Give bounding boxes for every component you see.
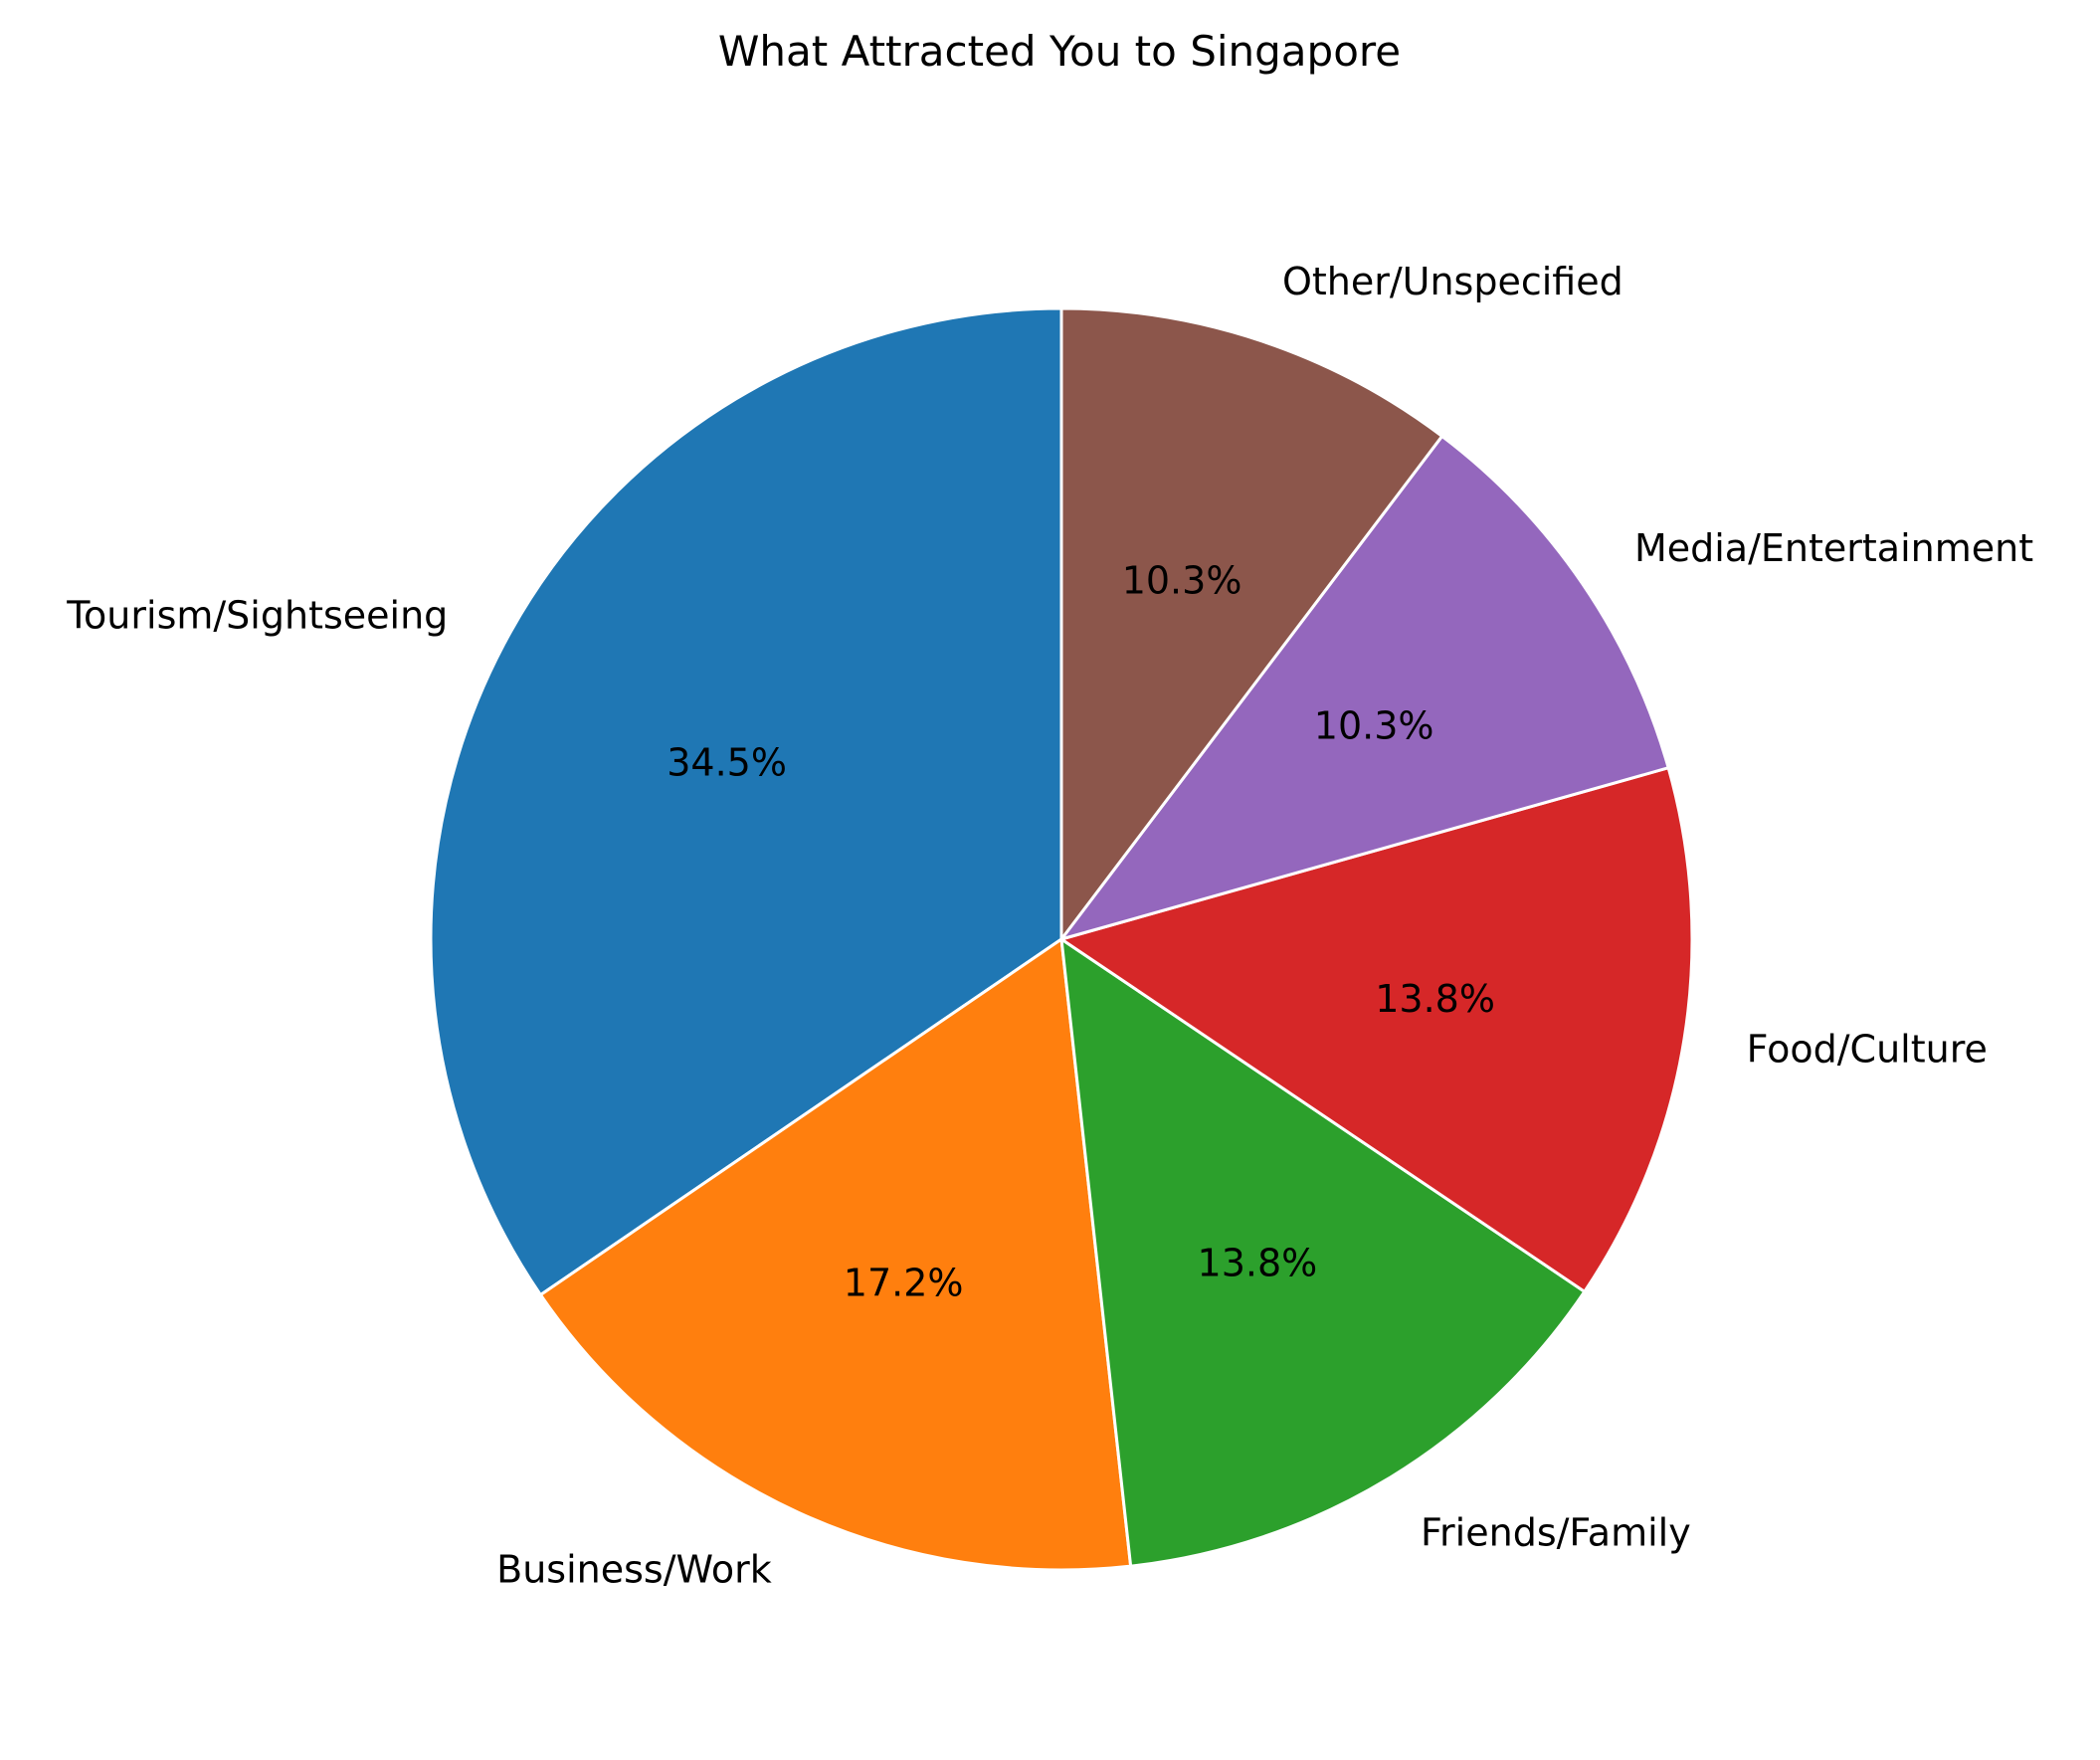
slice-label-other-unspecified: Other/Unspecified: [1282, 260, 1623, 303]
pie-slice-business-work: [538, 937, 1133, 1572]
slice-label-business-work: Business/Work: [496, 1548, 772, 1592]
slice-label-tourism-sightseeing: Tourism/Sightseeing: [66, 593, 448, 637]
percent-label-friends-family: 13.8%: [1198, 1241, 1318, 1284]
percent-label-other-unspecified: 10.3%: [1122, 558, 1242, 602]
slice-labels: Tourism/Sightseeing Business/Work Friends/…: [66, 260, 2033, 1592]
pie-slice-friends-family: [1059, 937, 1587, 1568]
pie-slice-tourism-sightseeing: [429, 306, 1063, 1296]
pie-slice-food-culture: [1059, 766, 1694, 1293]
percent-label-business-work: 17.2%: [844, 1262, 964, 1305]
slice-label-food-culture: Food/Culture: [1747, 1027, 1988, 1071]
percent-labels: 34.5% 17.2% 13.8% 13.8% 10.3% 10.3%: [667, 558, 1495, 1304]
pie-slices: [429, 306, 1694, 1572]
percent-label-food-culture: 13.8%: [1375, 977, 1495, 1021]
percent-label-tourism-sightseeing: 34.5%: [667, 740, 787, 784]
slice-label-media-entertainment: Media/Entertainment: [1634, 526, 2033, 570]
pie-slice-media-entertainment: [1059, 434, 1670, 941]
pie-slice-other-unspecified: [1059, 306, 1444, 941]
chart-title: What Attracted You to Singapore: [718, 27, 1401, 76]
percent-label-media-entertainment: 10.3%: [1314, 704, 1434, 748]
slice-label-friends-family: Friends/Family: [1421, 1511, 1691, 1555]
